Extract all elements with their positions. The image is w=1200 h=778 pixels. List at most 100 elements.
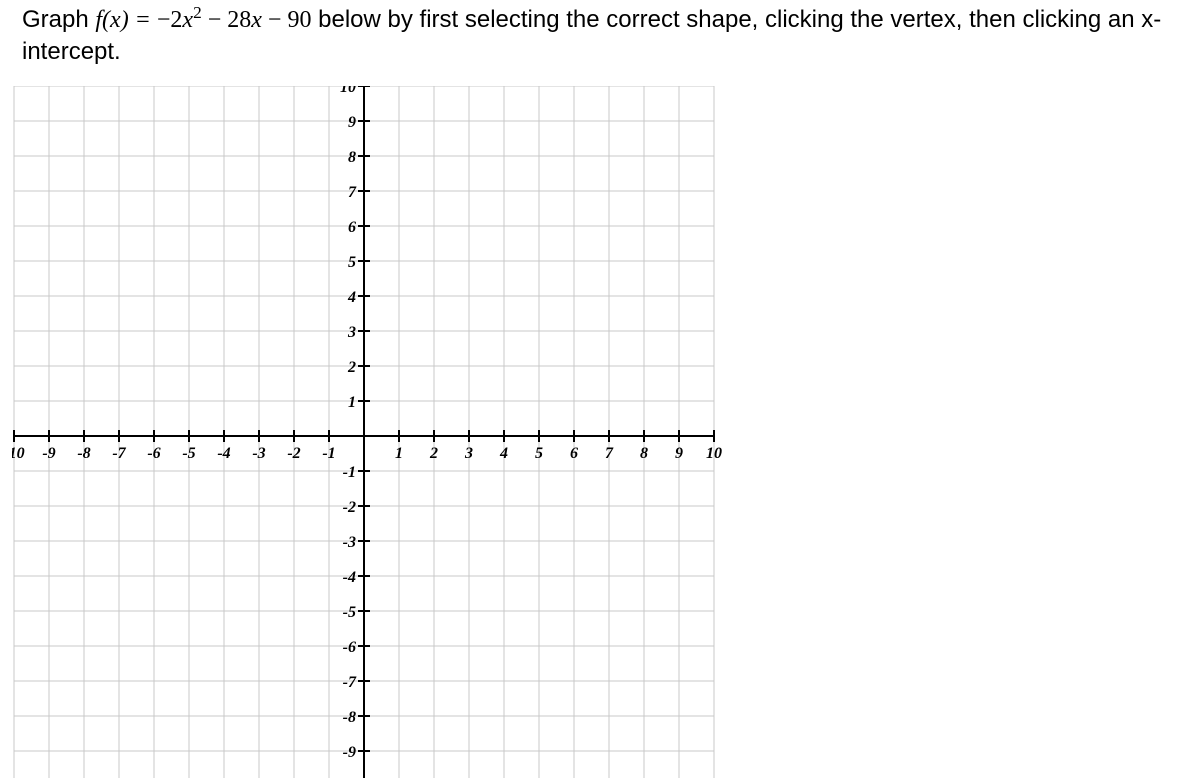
grid-point[interactable] [42,534,56,548]
grid-point[interactable] [182,429,196,443]
grid-point[interactable] [252,289,266,303]
grid-point[interactable] [532,324,546,338]
grid-point[interactable] [637,219,651,233]
grid-point[interactable] [252,184,266,198]
grid-point[interactable] [462,219,476,233]
grid-point[interactable] [147,114,161,128]
grid-point[interactable] [567,534,581,548]
grid-point[interactable] [532,219,546,233]
grid-point[interactable] [12,604,21,618]
grid-point[interactable] [637,744,651,758]
grid-point[interactable] [637,184,651,198]
grid-point[interactable] [147,359,161,373]
grid-point[interactable] [77,254,91,268]
grid-point[interactable] [147,219,161,233]
grid-point[interactable] [637,604,651,618]
grid-point[interactable] [567,359,581,373]
grid-point[interactable] [392,499,406,513]
grid-point[interactable] [12,709,21,723]
grid-point[interactable] [322,219,336,233]
grid-point[interactable] [357,709,371,723]
grid-point[interactable] [42,709,56,723]
grid-point[interactable] [287,604,301,618]
grid-point[interactable] [112,534,126,548]
grid-point[interactable] [602,604,616,618]
grid-point[interactable] [252,499,266,513]
grid-point[interactable] [532,744,546,758]
grid-point[interactable] [217,639,231,653]
grid-point[interactable] [462,184,476,198]
grid-point[interactable] [602,324,616,338]
grid-point[interactable] [42,499,56,513]
grid-point[interactable] [497,464,511,478]
grid-point[interactable] [567,289,581,303]
grid-point[interactable] [637,674,651,688]
grid-point[interactable] [287,534,301,548]
grid-point[interactable] [672,184,686,198]
grid-point[interactable] [497,674,511,688]
grid-point[interactable] [252,254,266,268]
grid-point[interactable] [392,359,406,373]
grid-point[interactable] [217,359,231,373]
grid-point[interactable] [602,394,616,408]
grid-point[interactable] [322,184,336,198]
grid-point[interactable] [252,639,266,653]
grid-point[interactable] [497,639,511,653]
grid-point[interactable] [567,639,581,653]
grid-point[interactable] [357,149,371,163]
grid-point[interactable] [357,499,371,513]
grid-point[interactable] [147,709,161,723]
grid-point[interactable] [12,289,21,303]
grid-point[interactable] [217,709,231,723]
grid-point[interactable] [462,149,476,163]
grid-point[interactable] [462,86,476,93]
grid-point[interactable] [462,464,476,478]
grid-point[interactable] [672,394,686,408]
grid-point[interactable] [637,569,651,583]
grid-point[interactable] [672,744,686,758]
grid-point[interactable] [707,744,721,758]
grid-point[interactable] [12,744,21,758]
grid-point[interactable] [77,394,91,408]
grid-point[interactable] [147,394,161,408]
grid-point[interactable] [357,744,371,758]
grid-point[interactable] [672,114,686,128]
grid-point[interactable] [462,359,476,373]
grid-point[interactable] [707,639,721,653]
grid-point[interactable] [392,114,406,128]
grid-point[interactable] [77,359,91,373]
grid-point[interactable] [392,674,406,688]
grid-point[interactable] [707,499,721,513]
grid-point[interactable] [42,219,56,233]
grid-point[interactable] [427,359,441,373]
grid-point[interactable] [112,184,126,198]
grid-point[interactable] [42,184,56,198]
grid-point[interactable] [182,604,196,618]
grid-point[interactable] [707,359,721,373]
grid-point[interactable] [252,569,266,583]
grid-point[interactable] [672,429,686,443]
grid-point[interactable] [707,569,721,583]
grid-point[interactable] [147,254,161,268]
grid-point[interactable] [252,429,266,443]
grid-point[interactable] [182,184,196,198]
grid-point[interactable] [462,324,476,338]
grid-point[interactable] [637,394,651,408]
grid-point[interactable] [392,569,406,583]
grid-point[interactable] [672,324,686,338]
grid-point[interactable] [287,254,301,268]
grid-point[interactable] [357,254,371,268]
grid-point[interactable] [147,429,161,443]
grid-point[interactable] [707,219,721,233]
grid-point[interactable] [602,184,616,198]
grid-point[interactable] [287,709,301,723]
grid-point[interactable] [497,114,511,128]
grid-point[interactable] [637,324,651,338]
grid-point[interactable] [707,674,721,688]
grid-point[interactable] [462,744,476,758]
grid-point[interactable] [532,534,546,548]
grid-point[interactable] [217,184,231,198]
grid-point[interactable] [112,674,126,688]
grid-point[interactable] [532,429,546,443]
grid-point[interactable] [637,86,651,93]
